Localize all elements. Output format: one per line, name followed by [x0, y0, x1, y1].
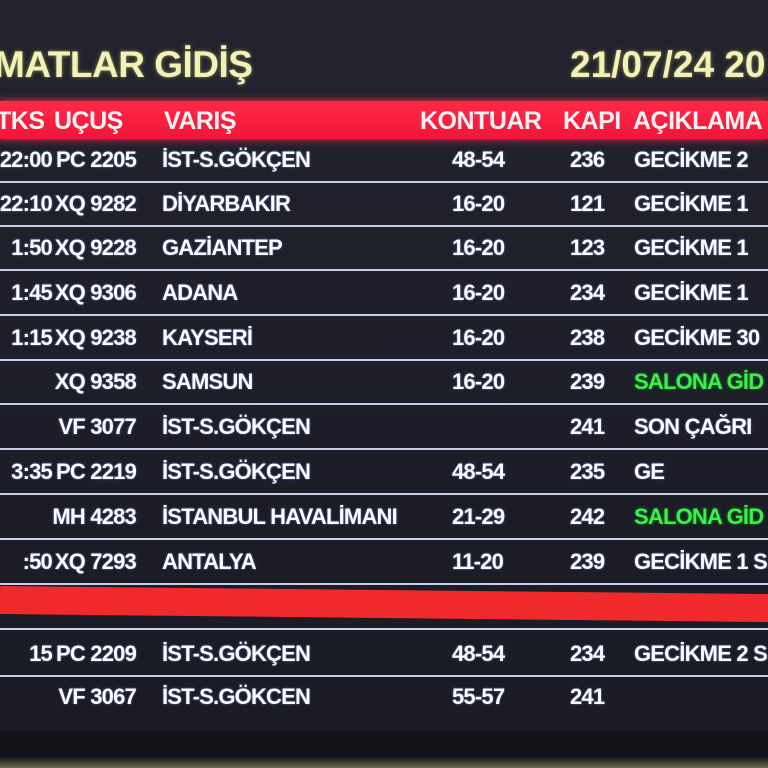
cell-gate: 235 [570, 459, 605, 484]
cell-destination: GAZİANTEP [162, 235, 283, 260]
cell-counter: 48-54 [452, 147, 505, 172]
flight-row: 1:15 XQ 9238 KAYSERİ 16-20 238 GECİKME 30 [0, 317, 768, 361]
flight-row: 22:00 PC 2205 İST-S.GÖKÇEN 48-54 236 GECİKME … [0, 139, 768, 183]
cell-flight: XQ 9238 [54, 325, 137, 350]
cell-gate: 238 [570, 325, 605, 350]
cell-flight: XQ 9282 [54, 191, 137, 216]
cell-destination: ANTALYA [162, 549, 257, 574]
cell-flight: PC 2205 [55, 147, 137, 172]
cell-time: 3:35 [11, 459, 53, 484]
cell-remark: GECİKME 1 [634, 235, 749, 260]
departure-board: MATLAR GİDİŞ 21/07/24 20 TKS UÇUŞ VARIŞ … [0, 0, 768, 730]
cell-time: 1:50 [11, 235, 53, 260]
cell-counter: 16-20 [452, 325, 505, 350]
cell-destination: İST-S.GÖKÇEN [162, 147, 311, 172]
cell-gate: 241 [570, 414, 605, 439]
cell-gate: 242 [570, 504, 605, 529]
flight-row: 3:35 PC 2219 İST-S.GÖKÇEN 48-54 235 GE [0, 451, 768, 495]
cell-remark: SALONA GİD [634, 369, 764, 394]
flight-row: XQ 9358 SAMSUN 16-20 239 SALONA GİD [0, 361, 768, 405]
cell-time: 1:15 [11, 325, 53, 350]
cell-destination: SAMSUN [162, 369, 253, 394]
cell-remark: SALONA GİD [634, 504, 764, 529]
cell-counter: 48-54 [452, 641, 505, 666]
flight-row: 1:45 XQ 9306 ADANA 16-20 234 GECİKME 1 [0, 272, 768, 316]
cell-gate: 123 [570, 235, 605, 260]
cell-remark: GE [634, 459, 665, 484]
cell-flight: MH 4283 [52, 504, 136, 529]
column-header-bar: TKS UÇUŞ VARIŞ KONTUAR KAPI AÇIKLAMA [0, 101, 768, 139]
cell-flight: VF 3077 [58, 414, 136, 439]
flight-row: 15 PC 2209 İST-S.GÖKÇEN 48-54 234 GECİKME 2 S [0, 633, 768, 677]
flight-row: MH 4283 İSTANBUL HAVALİMANI 21-29 242 SALONA… [0, 496, 768, 540]
cell-gate: 121 [570, 191, 605, 216]
col-destination: VARIŞ [164, 107, 237, 135]
cell-flight: PC 2219 [55, 459, 137, 484]
cell-gate: 241 [570, 684, 605, 709]
cell-time: 22:00 [0, 147, 53, 172]
cell-counter: 48-54 [452, 459, 505, 484]
board-title: MATLAR GİDİŞ [0, 44, 253, 85]
cell-remark: GECİKME 1 [634, 280, 749, 305]
bottom-edge [0, 730, 768, 768]
flight-row: :50 XQ 7293 ANTALYA 11-20 239 GECİKME 1 S [0, 541, 768, 585]
cell-flight: XQ 9358 [54, 369, 137, 394]
cell-flight: XQ 9228 [54, 235, 137, 260]
cell-remark: GECİKME 1 S [634, 549, 768, 574]
col-counter: KONTUAR [420, 107, 542, 135]
cell-flight: PC 2209 [55, 641, 137, 666]
col-flight: UÇUŞ [54, 107, 123, 135]
cell-destination: İST-S.GÖKÇEN [162, 414, 311, 439]
cell-remark: SON ÇAĞRI [634, 414, 752, 439]
cell-remark: GECİKME 1 [634, 191, 749, 216]
cell-counter: 21-29 [452, 504, 505, 529]
cell-destination: DİYARBAKIR [162, 191, 291, 216]
cell-counter: 55-57 [452, 684, 505, 709]
cell-destination: İST-S.GÖKCEN [162, 684, 311, 709]
board-date: 21/07/24 20 [570, 44, 766, 85]
cell-time: 22:10 [0, 191, 53, 216]
cell-destination: İST-S.GÖKÇEN [162, 459, 311, 484]
cell-counter: 16-20 [452, 191, 505, 216]
cell-gate: 236 [570, 147, 605, 172]
cell-flight: XQ 9306 [54, 280, 137, 305]
cell-destination: İSTANBUL HAVALİMANI [162, 504, 398, 529]
cell-remark: GECİKME 2 [634, 147, 749, 172]
flight-row: 22:10 XQ 9282 DİYARBAKIR 16-20 121 GECİKME 1 [0, 183, 768, 227]
cell-remark: GECİKME 30 [634, 325, 760, 350]
cell-counter: 11-20 [452, 549, 504, 574]
cell-gate: 234 [570, 280, 605, 305]
cell-counter: 16-20 [452, 235, 505, 260]
cell-gate: 239 [570, 369, 605, 394]
cell-time: 1:45 [11, 280, 53, 305]
cell-time: :50 [22, 549, 53, 574]
col-gate: KAPI [563, 107, 621, 135]
cell-flight: VF 3067 [58, 684, 136, 709]
col-time: TKS [0, 107, 45, 135]
cell-counter: 16-20 [452, 280, 505, 305]
cell-destination: İST-S.GÖKÇEN [162, 641, 311, 666]
cell-time: 15 [29, 641, 53, 666]
col-remark: AÇIKLAMA [633, 107, 763, 135]
cell-counter: 16-20 [452, 369, 505, 394]
cell-remark: GECİKME 2 S [634, 641, 768, 666]
flight-row: VF 3077 İST-S.GÖKÇEN 241 SON ÇAĞRI [0, 406, 768, 450]
cell-gate: 234 [570, 641, 605, 666]
cell-destination: ADANA [162, 280, 238, 305]
flight-row: 1:50 XQ 9228 GAZİANTEP 16-20 123 GECİKME 1 [0, 227, 768, 271]
cell-gate: 239 [570, 549, 605, 574]
cell-destination: KAYSERİ [162, 325, 253, 350]
cell-flight: XQ 7293 [54, 549, 137, 574]
flight-row: VF 3067 İST-S.GÖKCEN 55-57 241 [0, 676, 768, 720]
